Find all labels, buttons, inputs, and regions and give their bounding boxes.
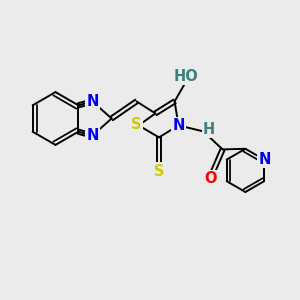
Text: N: N <box>172 118 185 133</box>
Text: S: S <box>154 164 164 178</box>
Text: N: N <box>259 152 271 166</box>
Text: O: O <box>204 171 217 186</box>
Text: N: N <box>86 94 99 109</box>
Text: N: N <box>86 128 99 143</box>
Text: HO: HO <box>174 69 198 84</box>
Text: H: H <box>203 122 215 136</box>
Text: S: S <box>131 117 142 132</box>
